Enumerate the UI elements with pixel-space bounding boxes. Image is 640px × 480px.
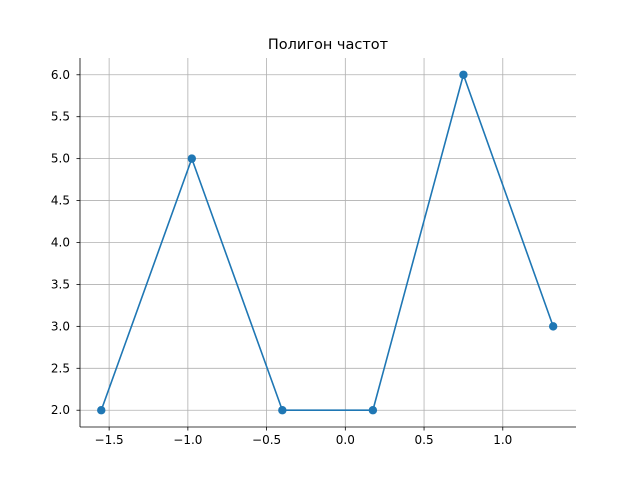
y-tick-label: 3.5 xyxy=(51,277,70,291)
x-tick-label: −1.5 xyxy=(95,433,124,447)
series-layer xyxy=(97,70,558,415)
y-tick-label: 4.0 xyxy=(51,236,70,250)
y-tick-label: 2.5 xyxy=(51,361,70,375)
x-tick-label: 0.5 xyxy=(415,433,434,447)
x-tick-label: 1.0 xyxy=(493,433,512,447)
y-tick-label: 2.0 xyxy=(51,403,70,417)
y-tick-label: 4.5 xyxy=(51,194,70,208)
series-line xyxy=(100,73,554,412)
data-point xyxy=(368,406,378,415)
data-point xyxy=(548,322,558,331)
x-tick-label: 0.0 xyxy=(336,433,355,447)
y-tick-label: 5.5 xyxy=(51,110,70,124)
y-tick-label: 3.0 xyxy=(51,319,70,333)
x-tick-label: −0.5 xyxy=(252,433,281,447)
axes: −1.5 −1.0 −0.5 0.0 0.5 1.0 2.0 2.5 3.0 3.5 4.0 4.5 5… xyxy=(51,58,576,447)
x-tick-label: −1.0 xyxy=(173,433,202,447)
data-point xyxy=(459,70,468,79)
y-tick-label: 5.0 xyxy=(51,152,70,166)
data-point xyxy=(97,406,106,415)
grid xyxy=(80,58,576,427)
y-tick-label: 6.0 xyxy=(51,68,70,82)
data-point xyxy=(278,406,287,415)
data-point xyxy=(187,154,196,163)
chart-title: Полигон частот xyxy=(268,37,389,53)
